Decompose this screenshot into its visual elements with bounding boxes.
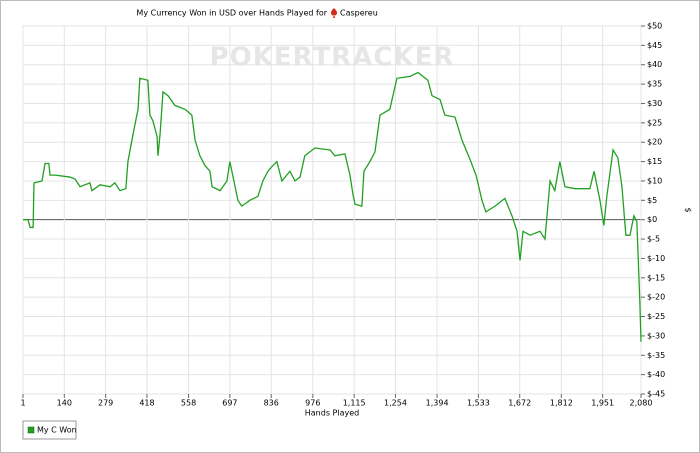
- y-tick-label: $-40: [647, 370, 665, 379]
- plot-area: [22, 25, 642, 395]
- x-tick-label: 1,812: [550, 399, 573, 408]
- y-tick-label: $-45: [647, 390, 665, 399]
- y-tick-label: $25: [647, 118, 662, 127]
- data-line: [23, 71, 642, 342]
- x-tick-label: 2,080: [630, 399, 653, 408]
- x-tick-label: 1,115: [343, 399, 366, 408]
- x-tick-label: 279: [98, 399, 113, 408]
- x-tick-label: 1,254: [384, 399, 407, 408]
- y-tick-label: $0: [647, 215, 657, 224]
- y-tick-label: $50: [647, 22, 662, 31]
- x-tick-label: 836: [264, 399, 279, 408]
- x-tick-label: 1,394: [426, 399, 449, 408]
- y-tick-label: $5: [647, 196, 657, 205]
- x-tick-label: 697: [222, 399, 237, 408]
- legend-swatch: [27, 426, 35, 434]
- plot-layer: [22, 25, 642, 395]
- y-tick-label: $15: [647, 157, 662, 166]
- x-tick-label: 1,951: [591, 399, 614, 408]
- x-tick-label: 558: [181, 399, 196, 408]
- x-tick-label: 1: [20, 399, 25, 408]
- y-tick-label: $10: [647, 176, 662, 185]
- watermark: POKERTRACKER: [210, 43, 455, 73]
- y-tick-label: $-30: [647, 331, 665, 340]
- y-tick-label: $-35: [647, 351, 665, 360]
- x-tick-label: 976: [305, 399, 320, 408]
- x-tick-label: 1,533: [467, 399, 490, 408]
- y-tick-label: $35: [647, 80, 662, 89]
- y-tick-label: $-25: [647, 312, 665, 321]
- y-tick-label: $-10: [647, 254, 665, 263]
- y-tick-label: $-15: [647, 273, 665, 282]
- legend-label: My C Won: [37, 426, 77, 435]
- player-icon: [330, 8, 338, 18]
- y-tick-label: $20: [647, 138, 662, 147]
- x-tick-label: 418: [139, 399, 154, 408]
- x-tick-label: 140: [57, 399, 72, 408]
- chart-title: My Currency Won in USD over Hands Played…: [136, 9, 327, 18]
- legend: [22, 420, 77, 440]
- x-axis-label: Hands Played: [305, 409, 359, 418]
- player-name: Caspereu: [340, 9, 378, 18]
- y-tick-label: $40: [647, 60, 662, 69]
- y-tick-label: $-5: [647, 235, 660, 244]
- y-tick-label: $-20: [647, 293, 665, 302]
- y-tick-label: $30: [647, 99, 662, 108]
- x-tick-label: 1,672: [508, 399, 531, 408]
- y-tick-label: $45: [647, 41, 662, 50]
- y-axis-label: $: [684, 207, 693, 212]
